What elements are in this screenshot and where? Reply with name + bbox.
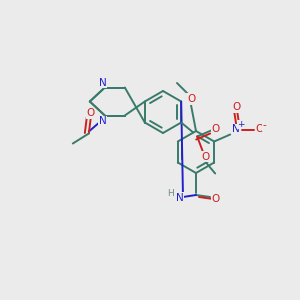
Text: N: N [176, 193, 184, 203]
Text: +: + [237, 120, 245, 129]
Text: H: H [168, 190, 174, 199]
Text: -: - [262, 121, 266, 130]
Text: O: O [232, 103, 240, 112]
Text: O: O [255, 124, 263, 134]
Text: N: N [232, 124, 240, 134]
Text: O: O [212, 194, 220, 204]
Text: O: O [211, 124, 219, 134]
Text: N: N [99, 77, 107, 88]
Text: N: N [99, 116, 107, 127]
Text: O: O [201, 152, 209, 161]
Text: O: O [87, 109, 95, 118]
Text: O: O [187, 94, 195, 104]
